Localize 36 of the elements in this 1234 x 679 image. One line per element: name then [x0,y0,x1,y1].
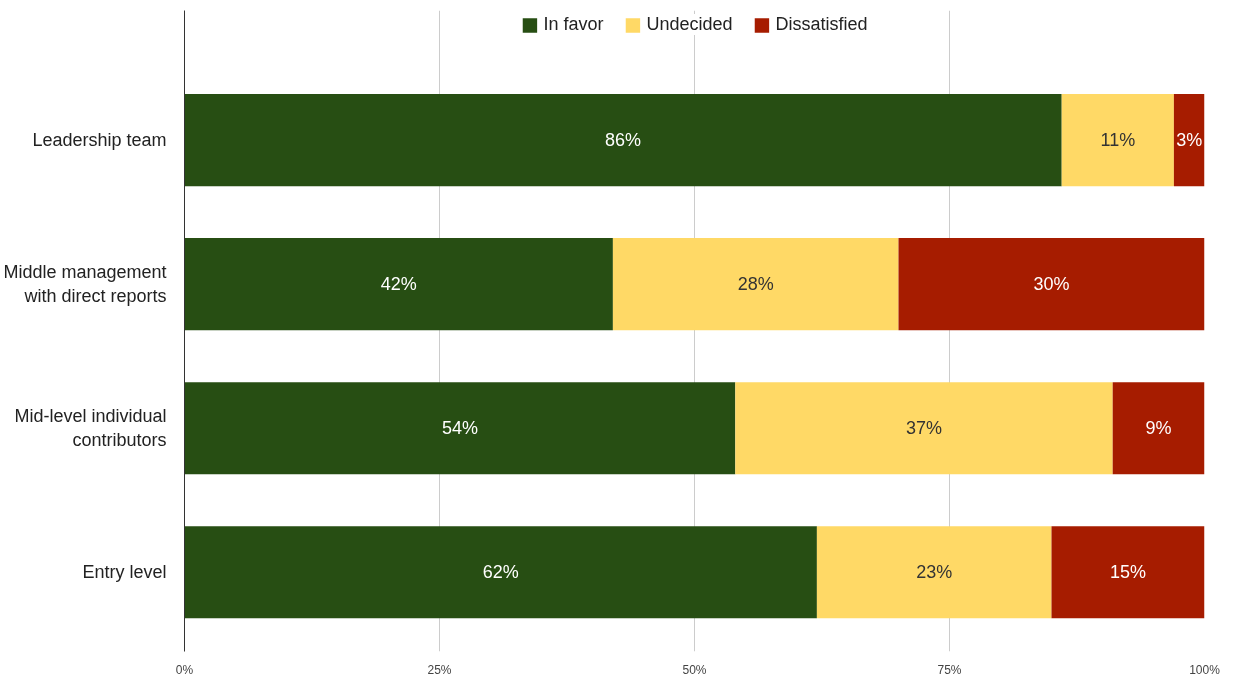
y-tick-label: Leadership team [32,130,167,151]
bar [1051,526,1205,619]
x-tick-label: 100% [1189,662,1221,677]
bar [184,238,613,331]
data-label: 42% [380,274,417,295]
bar [184,526,817,619]
data-label: 23% [916,562,953,583]
x-tick-label: 0% [175,662,194,677]
data-label: 62% [482,562,519,583]
x-tick-label: 50% [682,662,707,677]
bar [184,94,1062,187]
y-tick-label: Entry level [82,562,167,583]
bar [1173,94,1205,187]
y-tick-label: Mid-level individual contributors [14,406,167,451]
legend-label: Undecided [646,14,733,35]
legend-label: In favor [543,14,604,35]
data-label: 9% [1145,418,1172,439]
data-label: 3% [1176,130,1203,151]
bar [1112,382,1205,475]
bar [184,382,736,475]
data-label: 15% [1109,562,1147,583]
data-label: 28% [737,274,774,295]
data-label: 11% [1100,130,1136,151]
x-tick-label: 25% [427,662,452,677]
x-tick-label: 75% [937,662,962,677]
data-label: 37% [905,418,943,439]
bar [612,238,899,331]
bar [898,238,1205,331]
bar [816,526,1052,619]
data-label: 30% [1033,274,1070,295]
data-label: 54% [441,418,478,439]
bar [1061,94,1174,187]
legend-label: Dissatisfied [775,14,868,35]
data-label: 86% [605,130,642,151]
y-tick-label: Middle management with direct reports [3,262,167,307]
bar [735,382,1113,475]
